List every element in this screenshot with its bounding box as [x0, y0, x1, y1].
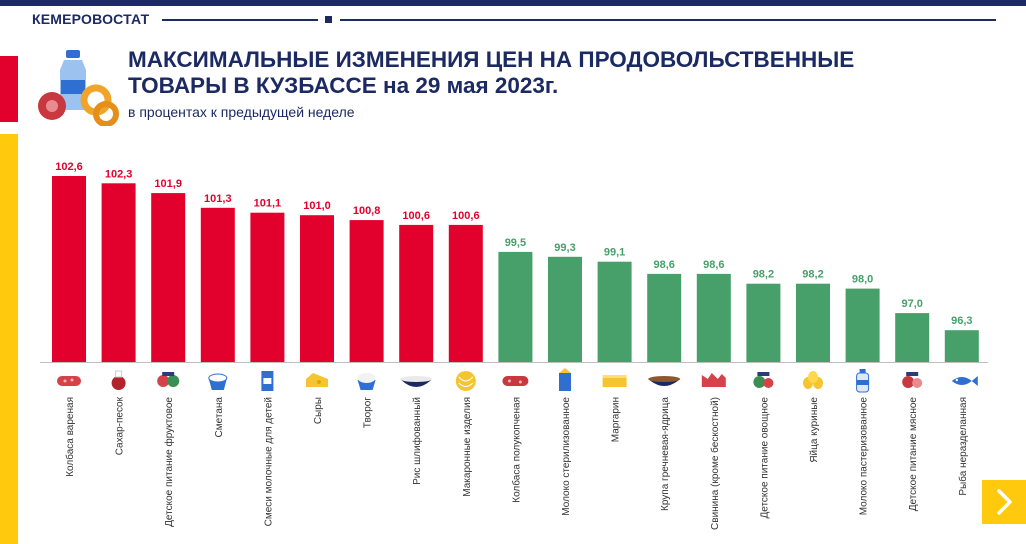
cottage-cheese-icon	[357, 373, 376, 390]
side-accent-yellow	[0, 134, 18, 544]
bar-value-label: 99,3	[554, 242, 575, 254]
bar	[101, 183, 136, 362]
header-square-marker	[325, 16, 332, 23]
chart-title-line-1: МАКСИМАЛЬНЫЕ ИЗМЕНЕНИЯ ЦЕН НА ПРОДОВОЛЬС…	[128, 47, 855, 72]
category-label: Сахар-песок	[115, 396, 126, 455]
bar-value-label: 100,6	[402, 210, 430, 222]
bar	[250, 212, 285, 362]
bar	[597, 261, 632, 362]
bar-value-label: 101,3	[204, 193, 232, 205]
bar-value-label: 102,3	[105, 168, 133, 180]
bar-value-label: 97,0	[901, 298, 922, 310]
bar-value-label: 99,1	[604, 247, 625, 259]
header-rule-right	[340, 19, 996, 21]
margarine-icon	[602, 375, 627, 387]
category-label: Маргарин	[611, 397, 622, 442]
bar	[647, 273, 682, 362]
header-rule	[162, 19, 318, 21]
bar	[796, 283, 830, 362]
bar	[200, 207, 235, 362]
category-label: Макаронные изделия	[462, 397, 473, 497]
bar	[399, 224, 434, 362]
bar	[548, 256, 582, 362]
category-label: Молоко стерилизованное	[561, 397, 572, 516]
bar	[151, 193, 186, 362]
brand-label: КЕМЕРОВОСТАТ	[32, 11, 150, 27]
category-label: Смеси молочные для детей	[263, 397, 274, 526]
smoked-sausage-icon	[502, 376, 529, 386]
top-bar	[0, 0, 1026, 6]
chart-title-line-2: ТОВАРЫ В КУЗБАССЕ на 29 мая 2023г.	[128, 73, 559, 98]
pork-icon	[701, 373, 726, 387]
bar-value-label: 96,3	[951, 315, 972, 327]
side-accent-red	[0, 56, 18, 122]
rice-icon	[400, 376, 433, 387]
next-slide-button[interactable]	[982, 480, 1026, 524]
bar	[845, 288, 880, 362]
sugar-icon	[111, 370, 126, 390]
bar	[895, 313, 930, 362]
category-label: Молоко пастеризованное	[859, 397, 870, 516]
bar-value-label: 102,6	[55, 161, 83, 173]
infant-formula-icon	[261, 371, 274, 391]
bar-value-label: 98,6	[653, 259, 674, 271]
category-label: Детское питание фруктовое	[163, 397, 175, 527]
chart-title: МАКСИМАЛЬНЫЕ ИЗМЕНЕНИЯ ЦЕН НА ПРОДОВОЛЬС…	[128, 47, 854, 99]
bar	[52, 176, 86, 362]
groceries-hero-icon	[38, 50, 119, 126]
bar	[498, 251, 533, 362]
fish-icon	[951, 376, 978, 386]
baby-food-vegetable-icon	[753, 372, 774, 388]
baby-food-meat-icon	[902, 372, 923, 388]
category-label: Свинина (кроме бескостной)	[709, 397, 721, 530]
sour-cream-icon	[208, 373, 228, 390]
bar-value-label: 100,6	[452, 210, 480, 222]
category-label: Рис шлифованный	[411, 397, 423, 485]
category-label: Яйца куриные	[809, 397, 820, 463]
chart-subtitle: в процентах к предыдущей неделе	[128, 104, 355, 120]
bar	[300, 215, 334, 362]
bar	[349, 220, 384, 362]
category-label: Творог	[363, 397, 374, 429]
sausage-icon	[57, 376, 81, 386]
category-label: Детское питание овощное	[759, 397, 770, 519]
bar-value-label: 101,9	[154, 178, 182, 190]
milk-bottle-icon	[856, 369, 870, 393]
category-label: Сыры	[313, 397, 324, 424]
bar-value-label: 99,5	[505, 237, 526, 249]
category-label: Сметана	[214, 397, 225, 438]
category-label: Детское питание мясное	[908, 397, 919, 512]
pasta-icon	[455, 371, 476, 391]
eggs-icon	[803, 371, 823, 389]
buckwheat-icon	[648, 376, 681, 386]
milk-carton-icon	[559, 368, 571, 391]
bar	[944, 330, 979, 362]
category-label: Колбаса вареная	[64, 397, 76, 477]
bar-value-label: 98,2	[753, 269, 774, 281]
bar-value-label: 101,1	[254, 198, 282, 210]
category-label: Крупа гречневая-ядрица	[660, 397, 671, 511]
bar	[746, 283, 781, 362]
chevron-right-icon	[997, 489, 1012, 515]
bar-value-label: 98,0	[852, 274, 873, 286]
bar-value-label: 100,8	[353, 205, 381, 217]
bar-value-label: 98,6	[703, 259, 724, 271]
bar-value-label: 101,0	[303, 200, 331, 212]
bar	[696, 273, 731, 362]
baby-food-fruit-icon	[157, 372, 180, 387]
bar	[448, 224, 483, 362]
cheese-icon	[306, 373, 328, 387]
bar-value-label: 98,2	[802, 269, 823, 281]
category-label: Колбаса полукопченая	[510, 397, 522, 503]
category-label: Рыба неразделанная	[957, 397, 969, 496]
